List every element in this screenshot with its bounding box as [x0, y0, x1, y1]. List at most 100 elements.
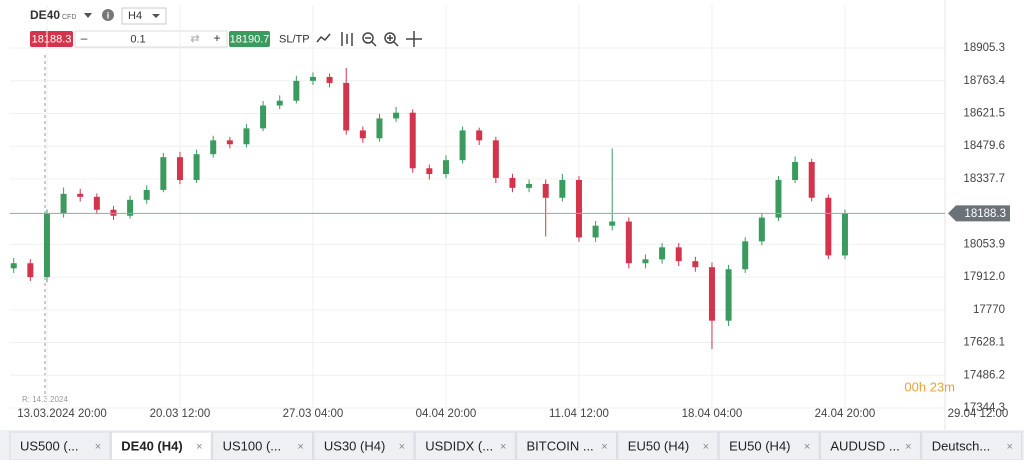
candle-body [708, 267, 715, 321]
tab-close[interactable]: × [95, 441, 101, 453]
tab-label: DE40 (H4) [121, 438, 182, 453]
candle-body [409, 112, 416, 169]
tab[interactable] [819, 431, 921, 461]
candle-body [609, 221, 616, 226]
candle-body [559, 180, 566, 198]
timeframe-arrow [152, 14, 160, 18]
tab[interactable] [414, 431, 516, 461]
candle-body [459, 130, 466, 161]
tab-label: US500 (... [20, 438, 79, 453]
y-tick-label: 18905.3 [963, 42, 1005, 54]
symbol[interactable]: DE40 [30, 8, 60, 22]
candle-body [43, 213, 50, 278]
tab[interactable] [718, 431, 820, 461]
info-glyph: i [107, 10, 110, 20]
pan-icon[interactable] [406, 31, 422, 47]
buy-button[interactable] [229, 31, 270, 47]
candle-body [509, 177, 516, 188]
candle-body [260, 105, 267, 129]
candle-body [625, 221, 632, 264]
y-tick-label: 17628.1 [963, 337, 1005, 349]
candle-body [492, 140, 499, 178]
candle-body [442, 160, 449, 175]
candle-body [725, 269, 732, 321]
candle-body [276, 100, 283, 106]
candle-timer: 00h 23m [904, 379, 955, 394]
candle-body [343, 82, 350, 131]
candle-body [243, 128, 250, 145]
candle-body [193, 154, 200, 181]
tab-label: Deutsch... [932, 438, 991, 453]
y-tick-label: 18337.7 [963, 173, 1005, 185]
candle-icon[interactable] [341, 32, 353, 46]
symbol-type: CFD [62, 14, 76, 21]
tab-label: EU50 (H4) [729, 438, 790, 453]
tab-close[interactable]: × [905, 441, 911, 453]
x-tick-label: 27.03 04:00 [283, 408, 344, 420]
candle-body [675, 247, 682, 262]
candle-body [176, 157, 183, 181]
candle-body [326, 76, 333, 83]
candle-body [825, 197, 832, 256]
tab-label: AUDUSD ... [830, 438, 899, 453]
tab[interactable] [516, 431, 617, 461]
range-label: R: 14.3.2024 [22, 395, 68, 404]
candle-body [293, 80, 300, 101]
volume[interactable]: 0.1 [130, 33, 145, 45]
volume-box [74, 30, 228, 48]
x-tick-label: 04.04 20:00 [416, 408, 477, 420]
timeframe: H4 [128, 10, 142, 22]
sl-tp[interactable]: SL/TP [279, 33, 310, 45]
tab-close[interactable]: × [601, 441, 607, 453]
tab-close[interactable]: × [196, 441, 202, 453]
y-tick-label: 18479.6 [963, 140, 1005, 152]
symbol-dropdown[interactable] [84, 13, 92, 18]
zoom-in[interactable] [384, 32, 399, 47]
swap-icon[interactable]: ⇄ [190, 33, 199, 45]
candle-body [526, 183, 533, 188]
x-tick-label: 13.03.2024 20:00 [17, 408, 107, 420]
info-icon[interactable] [102, 9, 114, 21]
candle-body [742, 241, 749, 270]
tab[interactable] [921, 431, 1023, 461]
tab-label: BITCOIN ... [527, 438, 594, 453]
tab[interactable] [9, 431, 111, 461]
candle-body [642, 259, 649, 264]
candle-body [592, 225, 599, 238]
candle-body [792, 162, 799, 181]
candle-body [309, 76, 316, 81]
candle-body [841, 213, 848, 256]
tab-close[interactable]: × [1006, 441, 1012, 453]
candle-body [110, 209, 117, 216]
tab-close[interactable]: × [399, 441, 405, 453]
candle-body [160, 157, 167, 190]
y-tick-label: 17344.3 [963, 402, 1005, 414]
minus[interactable]: – [81, 31, 88, 45]
candle-body [376, 118, 383, 139]
tab-close[interactable]: × [297, 441, 303, 453]
candle-body [210, 140, 217, 155]
plus[interactable]: + [213, 31, 220, 45]
candle-body [775, 180, 782, 218]
line-chart-icon[interactable] [316, 33, 331, 43]
sell-button[interactable] [30, 31, 73, 47]
tab-label: US100 (... [223, 438, 282, 453]
y-tick-label: 18763.4 [963, 75, 1005, 87]
candle-body [127, 199, 134, 216]
candle-body [426, 168, 433, 175]
tab-label: EU50 (H4) [628, 438, 689, 453]
candle-body [226, 140, 233, 145]
candle-body [692, 261, 699, 268]
tab-close[interactable]: × [500, 441, 506, 453]
tab-close[interactable]: × [804, 441, 810, 453]
buy-price: 18190.7 [230, 33, 270, 45]
y-tick-label: 17486.2 [963, 369, 1005, 381]
zoom-out[interactable] [362, 32, 377, 47]
y-tick-label: 17912.0 [963, 271, 1005, 283]
candle-body [60, 193, 67, 214]
candle-body [758, 217, 765, 242]
tab-close[interactable]: × [703, 441, 709, 453]
timeframe-select[interactable] [121, 7, 167, 25]
candle-body [77, 193, 84, 197]
y-tick-label: 18621.5 [963, 108, 1005, 120]
